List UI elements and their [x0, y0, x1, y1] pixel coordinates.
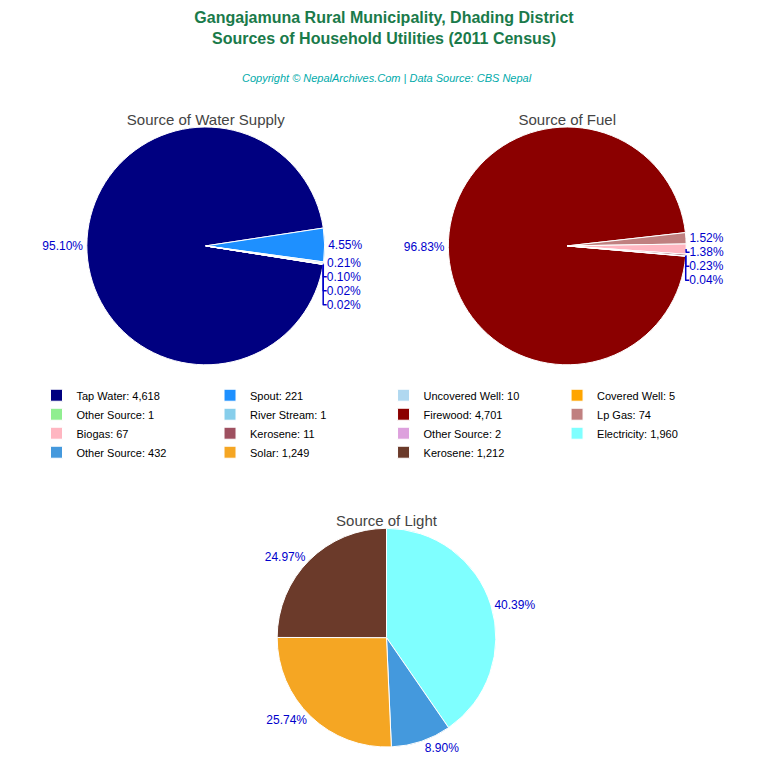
svg-text:Firewood: 4,701: Firewood: 4,701	[424, 409, 503, 421]
svg-text:1.38%: 1.38%	[690, 245, 724, 259]
svg-text:River Stream: 1: River Stream: 1	[250, 409, 326, 421]
svg-text:25.74%: 25.74%	[266, 713, 307, 727]
svg-text:Other Source: 432: Other Source: 432	[77, 447, 167, 459]
svg-text:Kerosene: 11: Kerosene: 11	[250, 428, 315, 440]
svg-text:0.10%: 0.10%	[327, 270, 361, 284]
svg-text:Lp Gas: 74: Lp Gas: 74	[597, 409, 651, 421]
svg-text:Electricity: 1,960: Electricity: 1,960	[597, 428, 678, 440]
svg-text:0.02%: 0.02%	[327, 298, 361, 312]
svg-text:95.10%: 95.10%	[42, 239, 83, 253]
svg-text:Spout: 221: Spout: 221	[250, 390, 303, 402]
svg-text:24.97%: 24.97%	[265, 550, 306, 564]
svg-text:Copyright © NepalArchives.Com: Copyright © NepalArchives.Com | Data Sou…	[242, 72, 532, 84]
svg-text:Source of Fuel: Source of Fuel	[518, 111, 616, 128]
svg-text:Biogas: 67: Biogas: 67	[77, 428, 129, 440]
svg-text:Other Source: 2: Other Source: 2	[424, 428, 502, 440]
svg-text:0.23%: 0.23%	[689, 259, 723, 273]
svg-text:Source of Water Supply: Source of Water Supply	[127, 111, 285, 128]
svg-text:0.04%: 0.04%	[689, 273, 723, 287]
svg-text:0.02%: 0.02%	[327, 284, 361, 298]
svg-text:Solar: 1,249: Solar: 1,249	[250, 447, 309, 459]
svg-text:8.90%: 8.90%	[425, 741, 459, 755]
svg-text:Covered Well: 5: Covered Well: 5	[597, 390, 675, 402]
svg-text:96.83%: 96.83%	[404, 240, 445, 254]
svg-text:1.52%: 1.52%	[689, 231, 723, 245]
svg-text:Other Source: 1: Other Source: 1	[77, 409, 155, 421]
svg-text:Kerosene: 1,212: Kerosene: 1,212	[424, 447, 505, 459]
svg-text:Source of Light: Source of Light	[336, 512, 438, 529]
svg-text:Tap Water: 4,618: Tap Water: 4,618	[77, 390, 160, 402]
svg-text:Uncovered Well: 10: Uncovered Well: 10	[424, 390, 520, 402]
svg-text:40.39%: 40.39%	[494, 598, 535, 612]
svg-text:0.21%: 0.21%	[327, 256, 361, 270]
svg-text:Gangajamuna Rural Municipality: Gangajamuna Rural Municipality, Dhading …	[194, 9, 574, 47]
svg-text:4.55%: 4.55%	[328, 238, 362, 252]
